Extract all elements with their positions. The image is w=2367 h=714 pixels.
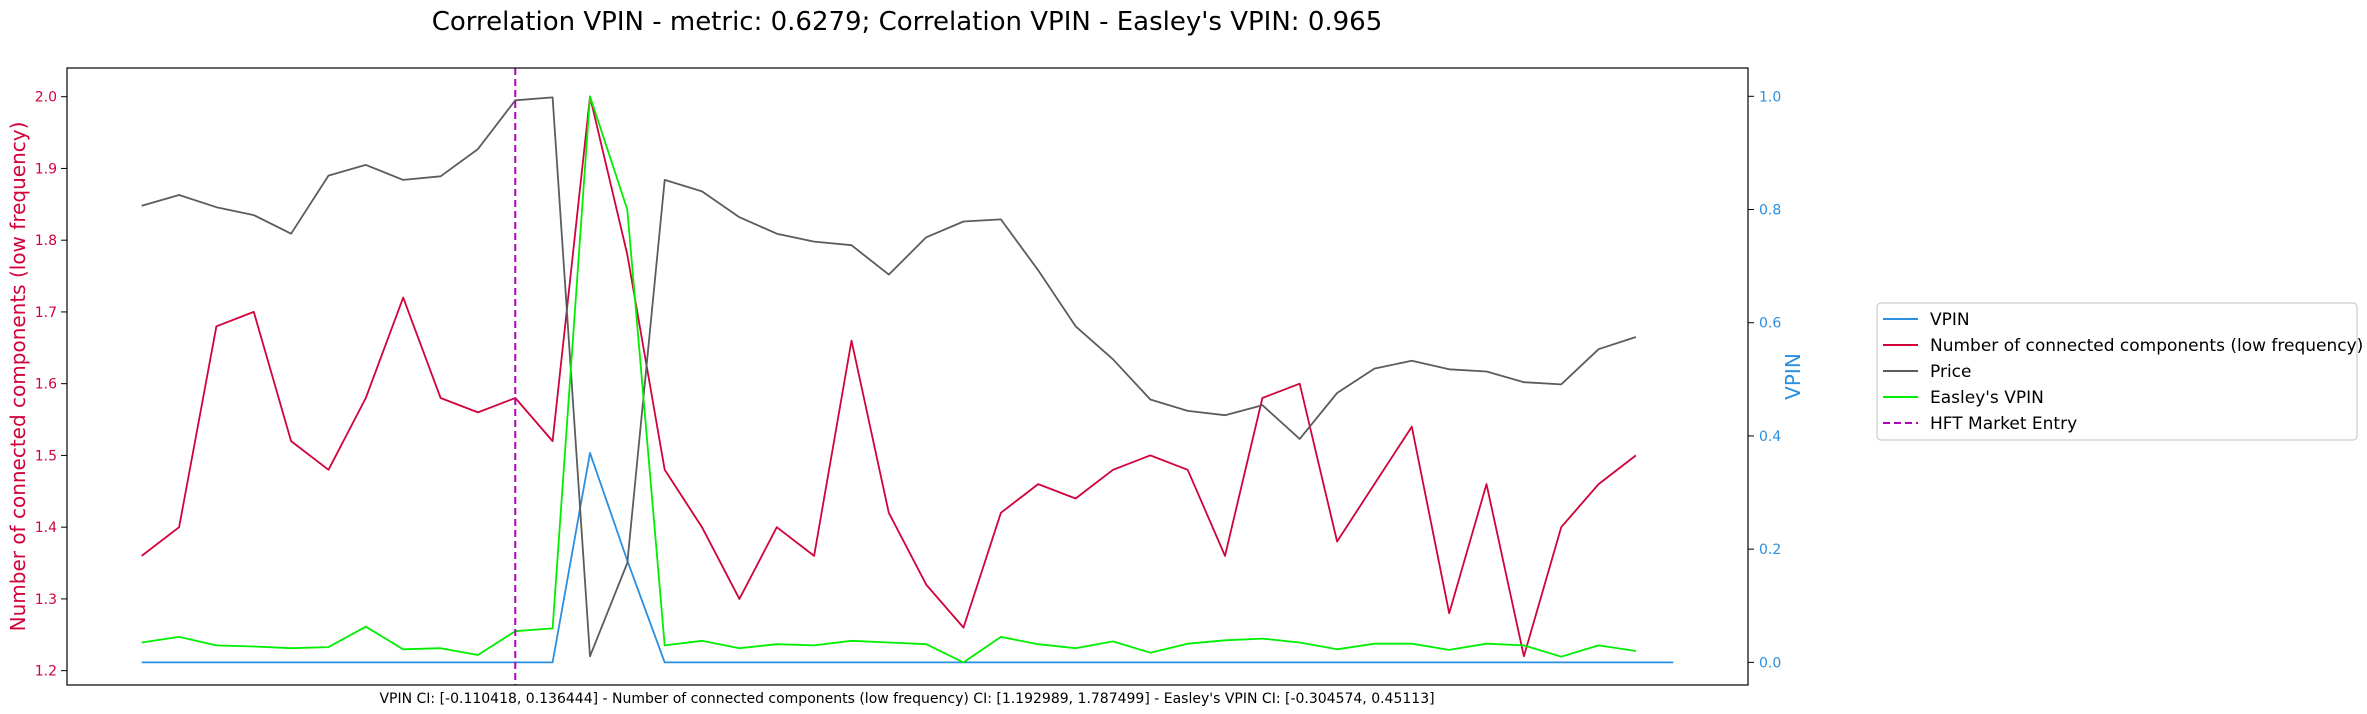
series-line-number-of-connected-components-low-frequency — [141, 95, 1637, 658]
right-axis-tick-label: 0.2 — [1759, 542, 1781, 558]
left-axis-tick-label: 1.8 — [35, 233, 57, 249]
right-axis-tick-label: 0.8 — [1759, 203, 1781, 219]
left-axis-tick-label: 1.4 — [35, 520, 57, 536]
series-line-price — [141, 96, 1637, 658]
left-axis-tick-label: 1.7 — [35, 305, 57, 321]
right-axis-tick-label: 1.0 — [1759, 89, 1781, 105]
right-axis-label: VPIN — [1781, 353, 1805, 400]
plot-frame — [66, 67, 1749, 686]
confidence-interval-footer: VPIN CI: [-0.110418, 0.136444] - Number … — [379, 691, 1434, 707]
right-axis-tick-label: 0.4 — [1759, 429, 1781, 445]
left-axis-tick-label: 1.9 — [35, 161, 57, 177]
series-line-vpin — [141, 451, 1674, 664]
legend-entry-label: Number of connected components (low freq… — [1930, 336, 2363, 356]
right-axis-tick-label: 0.6 — [1759, 316, 1781, 332]
legend-entry-label: Price — [1930, 362, 1971, 382]
legend: VPIN Number of connected components (low … — [1876, 302, 2363, 441]
legend-entry-label: HFT Market Entry — [1930, 414, 2077, 434]
left-axis-tick-label: 1.2 — [35, 664, 57, 680]
legend-entry-label: Easley's VPIN — [1930, 388, 2044, 408]
legend-entry-label: VPIN — [1930, 310, 1970, 330]
left-axis-label: Number of connected components (low freq… — [6, 122, 30, 632]
chart-title: Correlation VPIN - metric: 0.6279; Corre… — [432, 7, 1383, 37]
left-axis-tick-label: 1.6 — [35, 377, 57, 393]
legend-frame — [1876, 302, 2358, 441]
right-axis-tick-label: 0.0 — [1759, 655, 1781, 671]
left-axis-tick-label: 2.0 — [35, 90, 57, 106]
left-axis-tick-label: 1.3 — [35, 592, 57, 608]
series-line-easley-s-vpin — [141, 95, 1637, 664]
left-axis-tick-label: 1.5 — [35, 448, 57, 464]
